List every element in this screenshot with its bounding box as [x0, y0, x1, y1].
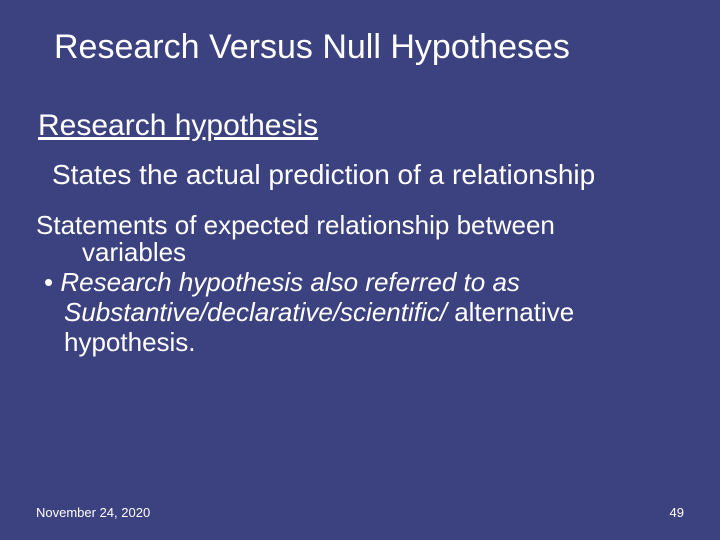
slide-footer: November 24, 2020 49	[36, 505, 684, 520]
body-text-1: Statements of expected relationship betw…	[36, 211, 684, 266]
footer-date: November 24, 2020	[36, 505, 150, 520]
lead-text: States the actual prediction of a relati…	[52, 159, 684, 191]
bullet-item: • Research hypothesis also referred to a…	[36, 268, 684, 358]
slide-container: Research Versus Null Hypotheses Research…	[0, 0, 720, 540]
bullet-marker: •	[44, 267, 53, 297]
section-heading: Research hypothesis	[38, 109, 684, 143]
body-text-1-line2: variables	[82, 238, 684, 267]
footer-page-number: 49	[670, 505, 684, 520]
body-text-1-line1: Statements of expected relationship betw…	[36, 210, 555, 240]
slide-title: Research Versus Null Hypotheses	[54, 28, 684, 67]
